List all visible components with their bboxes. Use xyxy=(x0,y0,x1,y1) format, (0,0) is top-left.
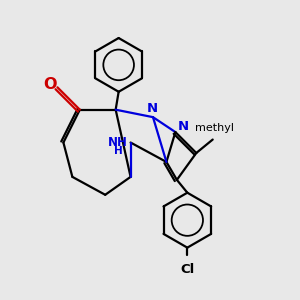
Text: N: N xyxy=(147,102,158,115)
Text: methyl: methyl xyxy=(195,123,234,133)
Text: H: H xyxy=(114,146,122,156)
Text: N: N xyxy=(178,120,189,133)
Text: Cl: Cl xyxy=(180,262,194,276)
Text: O: O xyxy=(43,77,57,92)
Text: NH: NH xyxy=(108,136,128,149)
